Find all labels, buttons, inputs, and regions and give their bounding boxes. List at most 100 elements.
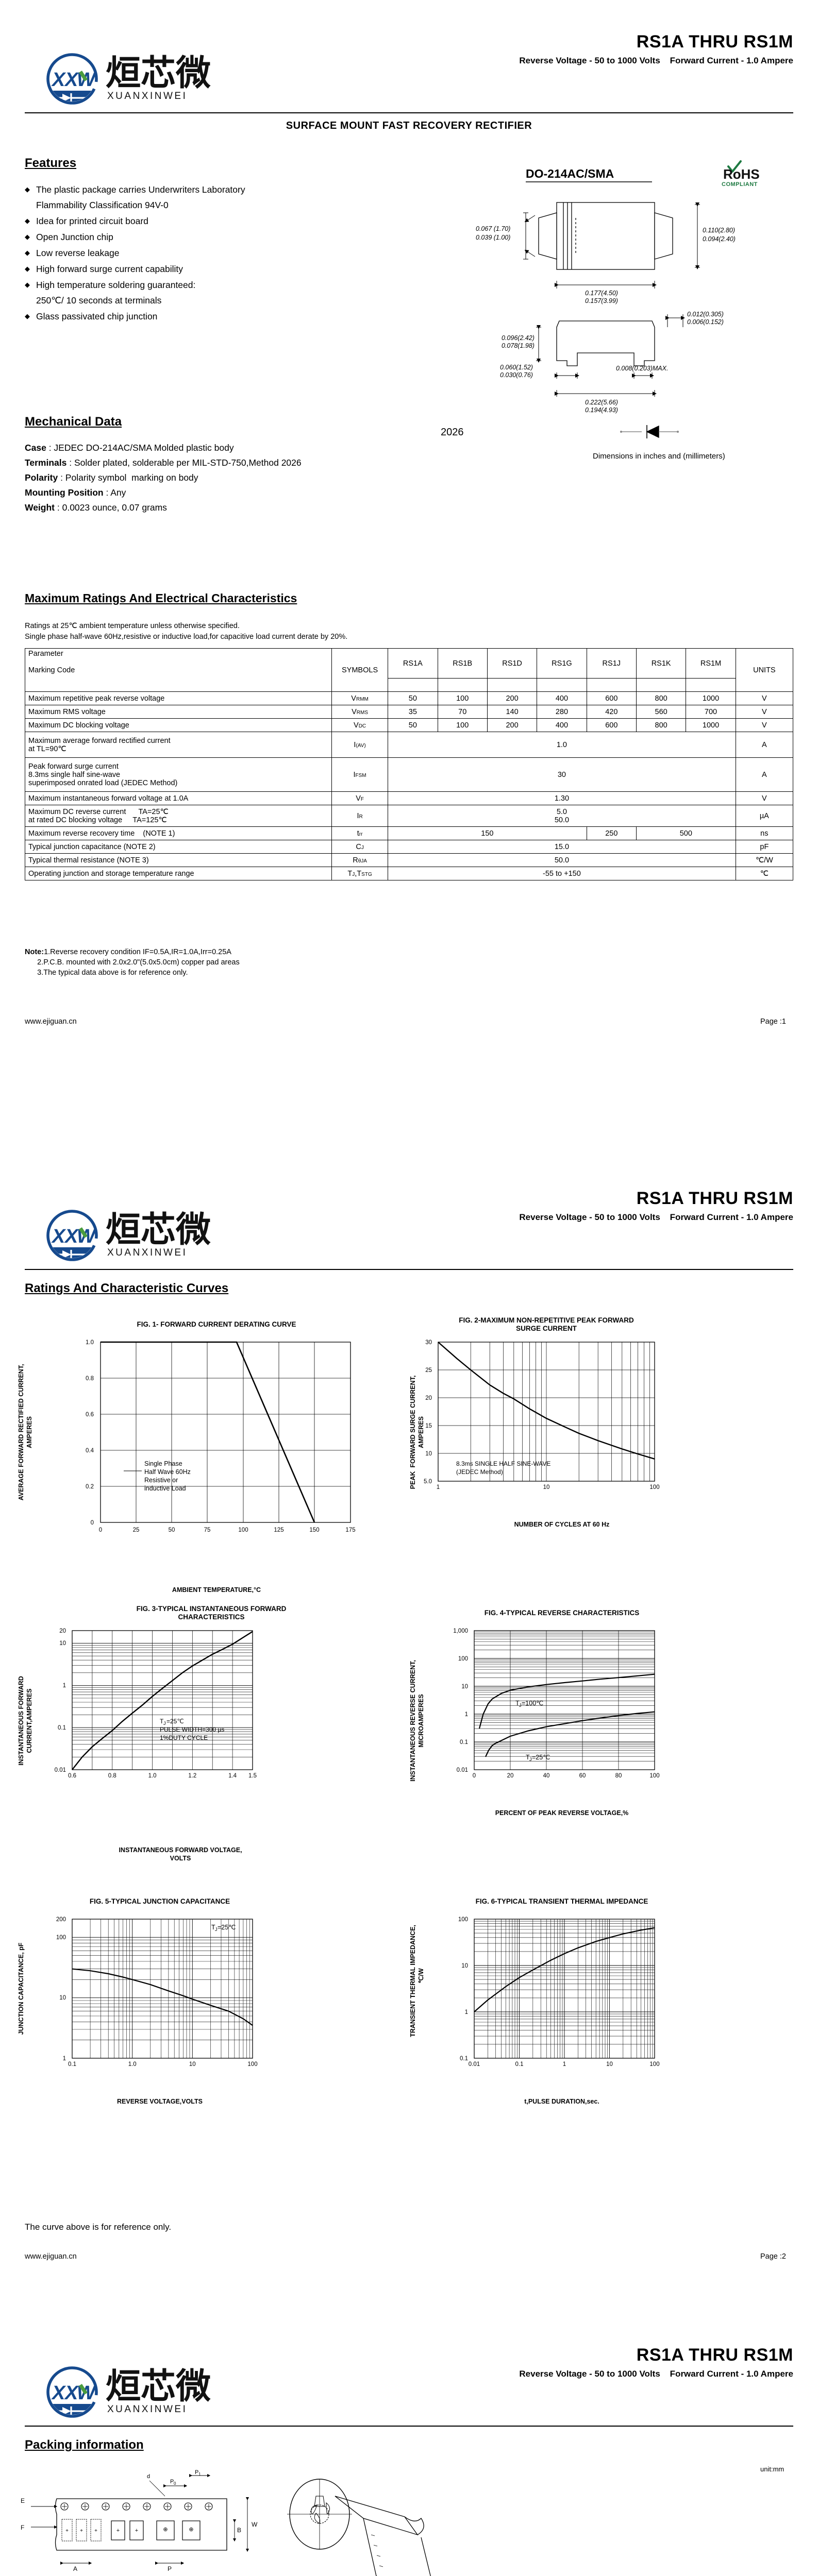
svg-text:J: J <box>163 1721 166 1726</box>
svg-text:0.8: 0.8 <box>86 1376 94 1382</box>
svg-text:25: 25 <box>425 1367 432 1374</box>
svg-text:A: A <box>73 2565 77 2572</box>
svg-text:0.094(2.40): 0.094(2.40) <box>703 235 736 243</box>
svg-text:0.194(4.93): 0.194(4.93) <box>585 406 618 414</box>
svg-text:150: 150 <box>309 1527 319 1533</box>
svg-text:60: 60 <box>579 1773 586 1779</box>
svg-text:X: X <box>51 1226 66 1247</box>
svg-text:0: 0 <box>91 1520 94 1526</box>
svg-text:1%DUTY CYCLE: 1%DUTY CYCLE <box>160 1734 208 1741</box>
svg-text:175: 175 <box>345 1527 355 1533</box>
svg-text:0.8: 0.8 <box>108 1773 116 1779</box>
svg-text:FIG. 6-TYPICAL TRANSIENT THERM: FIG. 6-TYPICAL TRANSIENT THERMAL IMPEDAN… <box>476 1897 648 1905</box>
svg-text:CURRENT,AMPERES: CURRENT,AMPERES <box>26 1688 33 1753</box>
svg-text:10: 10 <box>59 1640 66 1647</box>
svg-text:25: 25 <box>133 1527 140 1533</box>
svg-text:=25℃: =25℃ <box>218 1924 236 1931</box>
svg-text:PULSE WIDTH=300 µs: PULSE WIDTH=300 µs <box>160 1726 224 1733</box>
svg-text:AMPERES: AMPERES <box>418 1416 425 1448</box>
svg-text:1: 1 <box>465 1711 468 1718</box>
svg-text:10: 10 <box>461 1963 468 1969</box>
svg-text:(JEDEC Method): (JEDEC Method) <box>456 1468 503 1476</box>
svg-text:Resistive or: Resistive or <box>144 1477 178 1484</box>
svg-text:75: 75 <box>204 1527 211 1533</box>
svg-text:0.039 (1.00): 0.039 (1.00) <box>476 234 510 241</box>
svg-text:+: + <box>116 2528 120 2534</box>
svg-text:+: + <box>94 2528 97 2534</box>
svg-text:100: 100 <box>649 1484 659 1490</box>
svg-text:0: 0 <box>99 1527 102 1533</box>
svg-text:10: 10 <box>461 1684 468 1690</box>
svg-text:RoHS: RoHS <box>723 166 760 182</box>
svg-text:10: 10 <box>189 2061 196 2067</box>
svg-text:30: 30 <box>425 1340 432 1346</box>
svg-text:1,000: 1,000 <box>453 1628 468 1634</box>
svg-text:d: d <box>147 2473 150 2480</box>
svg-text:0.1: 0.1 <box>68 2061 76 2067</box>
svg-text:FIG. 2-MAXIMUM NON-REPETITIVE: FIG. 2-MAXIMUM NON-REPETITIVE PEAK FORWA… <box>459 1316 634 1324</box>
svg-text:0.110(2.80): 0.110(2.80) <box>703 227 735 234</box>
svg-text:t,PULSE DURATION,sec.: t,PULSE DURATION,sec. <box>524 2098 599 2105</box>
svg-text:0: 0 <box>174 2481 176 2486</box>
svg-text:1.2: 1.2 <box>188 1773 196 1779</box>
svg-text:1.5: 1.5 <box>248 1773 257 1779</box>
svg-text:X: X <box>51 2382 66 2404</box>
svg-text:AMBIENT TEMPERATURE,°C: AMBIENT TEMPERATURE,°C <box>172 1586 261 1594</box>
svg-text:0.222(5.66): 0.222(5.66) <box>585 399 618 406</box>
svg-text:烜芯微: 烜芯微 <box>106 1210 211 1249</box>
svg-text:NUMBER OF CYCLES AT 60 Hz: NUMBER OF CYCLES AT 60 Hz <box>514 1521 610 1528</box>
svg-text:0.6: 0.6 <box>86 1412 94 1418</box>
svg-text:0.6: 0.6 <box>68 1773 76 1779</box>
svg-text:1.4: 1.4 <box>228 1773 237 1779</box>
svg-text:MICROAMPERES: MICROAMPERES <box>418 1694 425 1747</box>
svg-text:100: 100 <box>649 2061 659 2067</box>
svg-text:5.0: 5.0 <box>424 1479 432 1485</box>
svg-text:1.0: 1.0 <box>148 1773 157 1779</box>
svg-text:1: 1 <box>563 2061 566 2067</box>
svg-text:1: 1 <box>465 2009 468 2015</box>
svg-text:20: 20 <box>59 1628 66 1634</box>
svg-text:XUANXINWEI: XUANXINWEI <box>107 1247 187 1258</box>
svg-text:FIG. 4-TYPICAL REVERSE CHARACT: FIG. 4-TYPICAL REVERSE CHARACTERISTICS <box>485 1609 640 1617</box>
svg-text:REVERSE VOLTAGE,VOLTS: REVERSE VOLTAGE,VOLTS <box>117 2098 203 2105</box>
svg-text:⊕: ⊕ <box>189 2527 193 2533</box>
svg-text:200: 200 <box>56 1917 66 1923</box>
svg-text:100: 100 <box>458 1656 468 1662</box>
svg-text:W: W <box>252 2521 258 2528</box>
svg-text:10: 10 <box>543 1484 550 1490</box>
svg-text:AMPERES: AMPERES <box>26 1416 33 1448</box>
svg-text:80: 80 <box>615 1773 622 1779</box>
svg-text:0.01: 0.01 <box>469 2061 480 2067</box>
svg-text:10: 10 <box>59 1995 66 2001</box>
svg-text:8.3ms SINGLE HALF SINE-WAVE: 8.3ms SINGLE HALF SINE-WAVE <box>456 1460 550 1467</box>
svg-text:=25℃: =25℃ <box>532 1754 550 1761</box>
svg-text:100: 100 <box>458 1917 468 1923</box>
svg-text:0.177(4.50): 0.177(4.50) <box>585 290 618 297</box>
svg-text:0.2: 0.2 <box>86 1484 94 1490</box>
svg-text:COMPLIANT: COMPLIANT <box>722 181 758 188</box>
svg-text:0.030(0.76): 0.030(0.76) <box>500 371 533 379</box>
svg-text:INSTANTANEOUS FORWARD VOLTAGE,: INSTANTANEOUS FORWARD VOLTAGE, <box>119 1846 242 1854</box>
svg-text:B: B <box>237 2527 241 2534</box>
svg-text:⊕: ⊕ <box>163 2527 168 2533</box>
svg-text:0.4: 0.4 <box>86 1448 94 1454</box>
svg-text:0.006(0.152): 0.006(0.152) <box>687 318 724 326</box>
svg-text:+: + <box>65 2528 69 2534</box>
svg-text:100: 100 <box>238 1527 248 1533</box>
svg-text:DO-214AC/SMA: DO-214AC/SMA <box>526 167 614 180</box>
svg-text:2026: 2026 <box>441 427 464 438</box>
svg-text:TRANSIENT THERMAL IMPEDANCE,: TRANSIENT THERMAL IMPEDANCE, <box>409 1925 416 2037</box>
svg-text:1: 1 <box>437 1484 440 1490</box>
svg-text:20: 20 <box>425 1395 432 1401</box>
svg-text:PEAK FORWARD SURGE CURRENT,: PEAK FORWARD SURGE CURRENT, <box>409 1376 416 1489</box>
svg-text:1: 1 <box>63 1683 66 1689</box>
svg-text:J: J <box>529 1757 532 1762</box>
svg-text:Half Wave 60Hz: Half Wave 60Hz <box>144 1468 191 1476</box>
svg-text:0: 0 <box>473 1773 476 1779</box>
svg-text:1: 1 <box>63 2056 66 2062</box>
svg-text:INSTANTANEOUS FORWARD: INSTANTANEOUS FORWARD <box>18 1676 25 1766</box>
svg-text:0.1: 0.1 <box>58 1725 66 1731</box>
svg-text:10: 10 <box>606 2061 613 2067</box>
svg-text:J: J <box>215 1927 218 1932</box>
svg-text:=100℃: =100℃ <box>522 1700 543 1707</box>
